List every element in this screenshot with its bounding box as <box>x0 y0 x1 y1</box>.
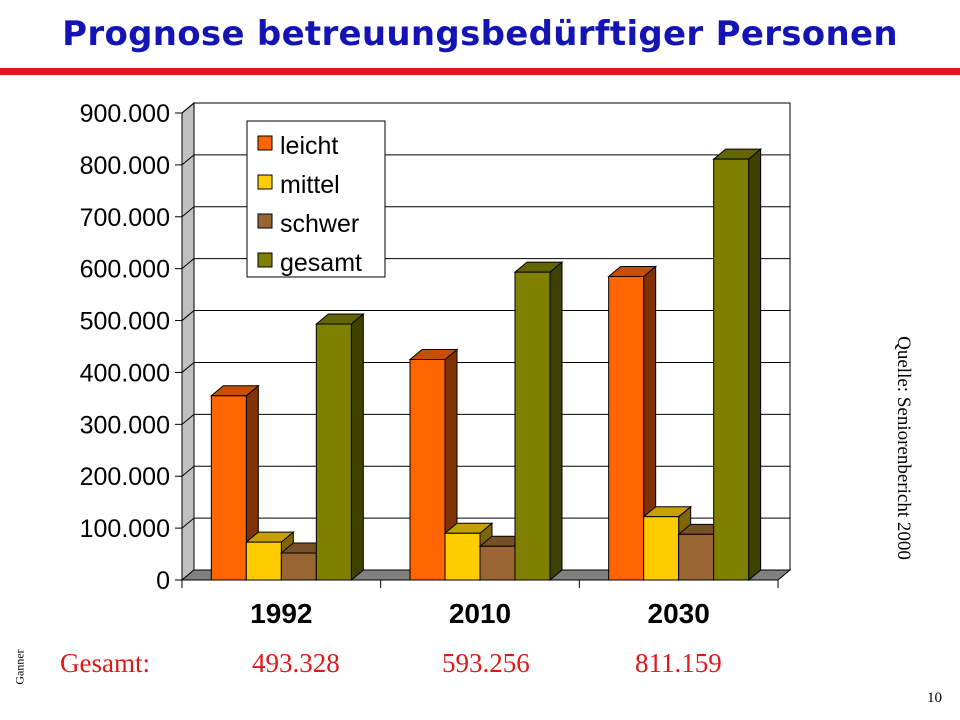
total-value-1992: 493.328 <box>252 648 340 678</box>
source-note: Quelle: Seniorenbericht 2000 <box>893 336 914 560</box>
bar-leicht-1992 <box>210 395 247 581</box>
y-tick-label: 700.000 <box>80 204 170 232</box>
bar-mittel-1992 <box>245 541 282 581</box>
bar-leicht-2030 <box>608 275 645 581</box>
gridline <box>181 413 790 425</box>
bar-schwer-2010 <box>479 545 516 581</box>
y-tick-label: 0 <box>156 567 170 595</box>
bar-gesamt-2010 <box>514 271 551 581</box>
bar-mittel-2010 <box>444 532 481 581</box>
bar-schwer-2030 <box>678 533 715 581</box>
y-tick-label: 100.000 <box>80 515 170 543</box>
total-value-2010: 593.256 <box>442 648 530 678</box>
gridline <box>181 258 790 270</box>
gridline <box>181 310 790 321</box>
legend-label-mittel: mittel <box>280 171 340 199</box>
y-tick-label: 600.000 <box>80 256 170 284</box>
y-tick-label: 800.000 <box>80 152 170 180</box>
bar-gesamt-1992-side <box>350 312 364 582</box>
legend-label-schwer: schwer <box>280 210 359 238</box>
legend-swatch-gesamt <box>257 252 273 268</box>
gridline <box>181 361 790 373</box>
legend-label-gesamt: gesamt <box>280 249 362 277</box>
bar-leicht-2010 <box>409 358 446 581</box>
gridline <box>181 206 790 218</box>
y-tick-label: 200.000 <box>80 463 170 491</box>
gridline <box>181 102 790 114</box>
x-tick-label: 2010 <box>449 598 511 629</box>
x-tick-label: 2030 <box>648 598 710 629</box>
y-tick-label: 500.000 <box>80 308 170 336</box>
x-tick-label: 1992 <box>250 598 312 629</box>
bar-gesamt-2010-side <box>549 261 563 582</box>
bar-gesamt-1992 <box>315 323 352 581</box>
plot-side-wall <box>181 101 195 582</box>
totals-row: Gesamt: 493.328 593.256 811.159 <box>0 644 960 684</box>
gridline <box>181 465 790 477</box>
bar-gesamt-2030-side <box>748 148 762 582</box>
legend-swatch-schwer <box>257 213 273 229</box>
bar-gesamt-2030 <box>713 158 750 581</box>
totals-label: Gesamt: <box>60 648 150 678</box>
page-number: 10 <box>927 690 942 706</box>
gridline <box>181 154 790 166</box>
gridline <box>181 517 790 529</box>
legend-label-leicht: leicht <box>280 132 338 160</box>
y-tick-label: 300.000 <box>80 411 170 439</box>
title-underline <box>0 68 960 75</box>
y-tick-label: 900.000 <box>80 100 170 128</box>
bar-mittel-2030 <box>643 516 680 581</box>
y-tick-label: 400.000 <box>80 359 170 387</box>
legend-swatch-mittel <box>257 174 273 190</box>
page-title: Prognose betreuungsbedürftiger Personen <box>62 14 898 54</box>
legend-swatch-leicht <box>257 135 273 151</box>
bar-schwer-1992 <box>280 552 317 581</box>
total-value-2030: 811.159 <box>635 648 722 678</box>
